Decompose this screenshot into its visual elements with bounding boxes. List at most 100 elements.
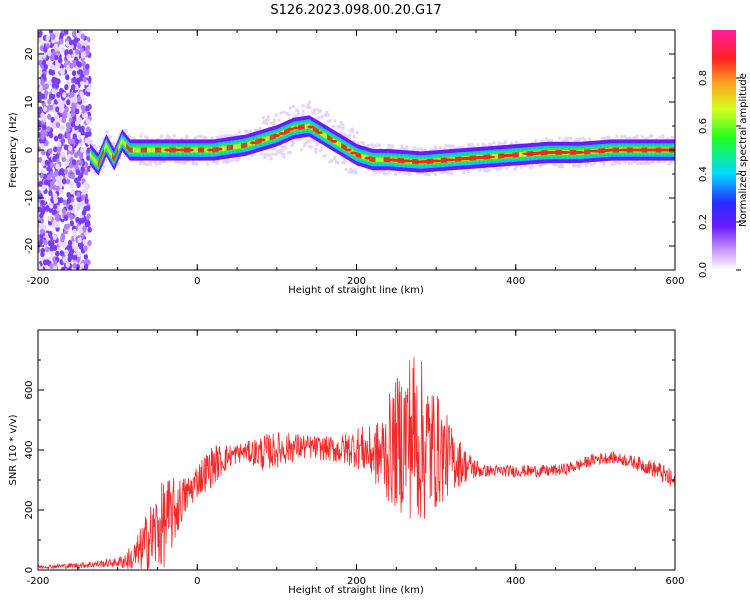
heatmap-cell (51, 209, 57, 216)
heatmap-cell (268, 135, 271, 141)
heatmap-cell (629, 162, 633, 166)
heatmap-cell (139, 134, 143, 138)
heatmap-cell (89, 141, 93, 145)
heatmap-cell (352, 135, 356, 139)
heatmap-cell (261, 116, 265, 120)
heatmap-cell (342, 134, 346, 138)
heatmap-cell (372, 157, 374, 162)
heatmap-cell (76, 256, 81, 263)
heatmap-cell (147, 147, 149, 153)
heatmap-cell (66, 197, 72, 204)
heatmap-cell (242, 143, 244, 148)
heatmap-cell (279, 152, 283, 156)
heatmap-cell (405, 148, 409, 152)
heatmap-cell (232, 144, 234, 150)
heatmap-cell (237, 156, 241, 160)
heatmap-cell (155, 162, 159, 166)
heatmap-cell (225, 145, 228, 151)
heatmap-cell (41, 73, 46, 80)
heatmap-cell (226, 159, 230, 163)
heatmap-cell (120, 139, 123, 145)
heatmap-cell (306, 123, 308, 129)
heatmap-cell (610, 162, 614, 166)
heatmap-cell (327, 119, 331, 123)
heatmap-cell (336, 161, 340, 165)
heatmap-cell (258, 138, 260, 144)
heatmap-cell (155, 147, 158, 153)
heatmap-cell (494, 154, 496, 159)
heatmap-cell (48, 202, 54, 209)
heatmap-cell (382, 172, 386, 176)
heatmap-cell (40, 251, 45, 258)
heatmap-cell (131, 147, 133, 153)
heatmap-cell (76, 103, 82, 110)
heatmap-cell (266, 115, 270, 119)
heatmap-cell (635, 162, 639, 166)
heatmap-cell (226, 145, 229, 151)
heatmap-cell (623, 160, 627, 164)
heatmap-cell (280, 149, 284, 153)
heatmap-cell (46, 126, 51, 133)
heatmap-cell (153, 161, 157, 165)
figure-title: S126.2023.098.00.20.G17 (270, 3, 441, 18)
heatmap-cell (229, 159, 233, 163)
heatmap-cell (380, 157, 382, 162)
heatmap-cell (307, 145, 311, 149)
heatmap-cell (518, 152, 521, 157)
heatmap-cell (405, 145, 409, 149)
heatmap-cell (350, 130, 354, 134)
heatmap-cell (671, 135, 675, 139)
heatmap-cell (127, 145, 130, 151)
heatmap-cell (588, 137, 592, 141)
heatmap-cell (138, 147, 140, 153)
heatmap-cell (361, 153, 363, 159)
heatmap-cell (350, 127, 354, 131)
heatmap-cell (151, 147, 154, 153)
heatmap-cell (136, 147, 139, 153)
heatmap-cell (237, 144, 239, 149)
heatmap-cell (314, 126, 316, 132)
heatmap-cell (194, 162, 198, 166)
heatmap-cell (585, 149, 587, 155)
heatmap-cell (248, 141, 250, 147)
heatmap-cell (99, 158, 101, 163)
heatmap-cell (108, 148, 111, 154)
heatmap-cell (118, 156, 122, 160)
heatmap-cell (492, 166, 496, 170)
heatmap-cell (288, 106, 292, 110)
heatmap-cell (40, 199, 45, 206)
heatmap-cell (264, 122, 268, 126)
heatmap-cell (83, 39, 89, 46)
heatmap-cell (381, 157, 384, 162)
heatmap-cell (411, 147, 415, 151)
heatmap-cell (355, 130, 359, 134)
heatmap-cell (573, 164, 577, 168)
heatmap-cell (51, 222, 57, 229)
heatmap-cell (293, 114, 297, 118)
heatmap-cell (581, 136, 585, 140)
heatmap-cell (45, 204, 50, 211)
heatmap-cell (132, 147, 135, 153)
heatmap-cell (645, 136, 649, 140)
heatmap-cell (231, 144, 233, 150)
heatmap-cell (462, 170, 466, 174)
heatmap-cell (120, 141, 122, 147)
heatmap-cell (586, 149, 588, 155)
heatmap-cell (277, 118, 281, 122)
heatmap-cell (645, 161, 649, 165)
heatmap-cell (63, 215, 69, 222)
heatmap-cell (113, 157, 115, 162)
heatmap-cell (229, 145, 232, 150)
heatmap-cell (117, 147, 119, 153)
heatmap-cell (143, 147, 146, 153)
heatmap-cell (85, 126, 91, 133)
heatmap-cell (486, 168, 490, 172)
heatmap-cell (50, 64, 55, 71)
heatmap-cell (339, 121, 343, 125)
heatmap-cell (236, 158, 240, 162)
heatmap-cell (585, 163, 589, 167)
heatmap-cell (69, 220, 75, 227)
heatmap-cell (307, 106, 311, 110)
heatmap-cell (284, 129, 287, 135)
